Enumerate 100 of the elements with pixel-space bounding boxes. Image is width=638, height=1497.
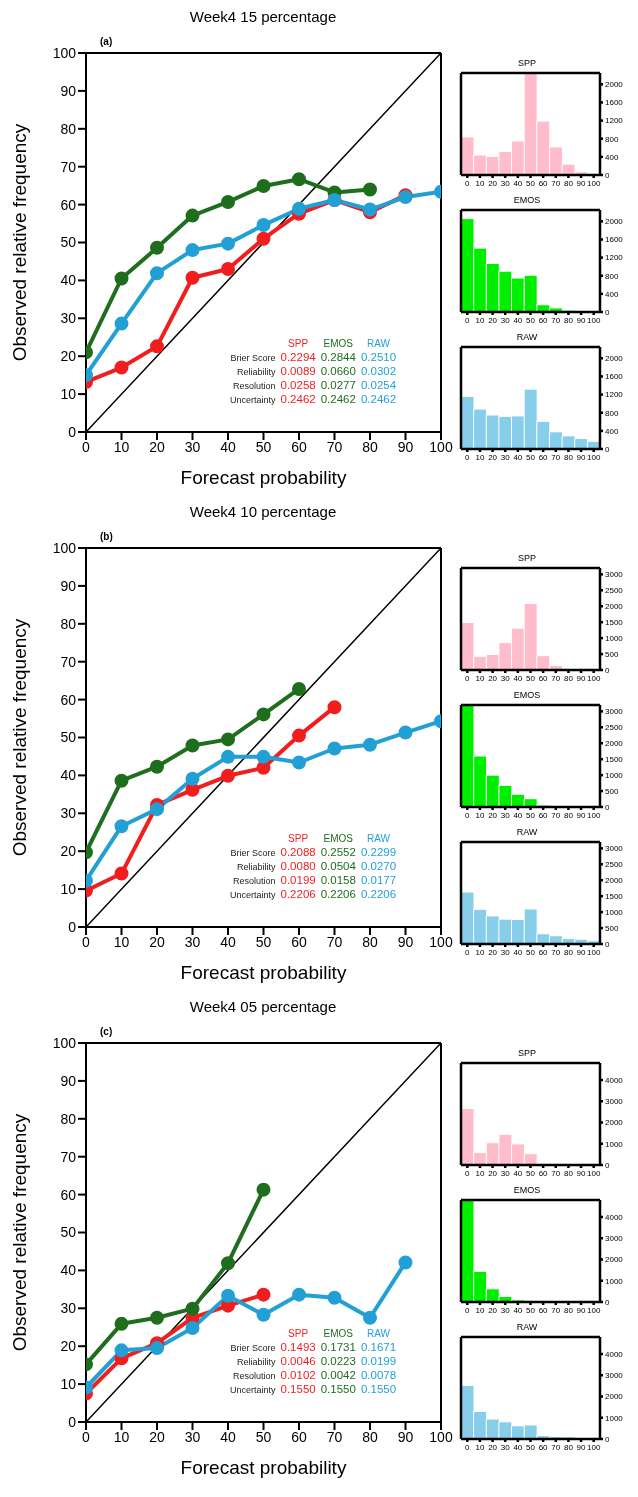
text: EMOS xyxy=(322,833,355,844)
x-tick-label: 50 xyxy=(526,1168,536,1178)
x-tick-label: 40 xyxy=(220,933,236,950)
y-tick-label: 1000 xyxy=(605,1139,624,1149)
y-tick-label: 50 xyxy=(60,1224,77,1241)
annotation: 0.0080 xyxy=(280,860,316,872)
y-tick-label: 2500 xyxy=(605,586,624,596)
y-tick-label: 0 xyxy=(68,1413,77,1430)
y-tick-label: 2000 xyxy=(605,739,624,749)
annotation: 0.2462 xyxy=(360,393,397,405)
chart-title: RAW xyxy=(515,1322,539,1334)
y-tick-label: 20 xyxy=(60,1338,77,1355)
annotation: 0.2462 xyxy=(280,393,316,405)
x-tick-label: 80 xyxy=(563,315,574,325)
y-tick-label: 90 xyxy=(60,1072,77,1089)
text: SPP xyxy=(287,338,310,349)
x-tick-label: 40 xyxy=(513,1168,523,1178)
x-tick-label: 100 xyxy=(587,1305,601,1315)
x-tick-label: 50 xyxy=(526,947,536,957)
x-tick-label: 40 xyxy=(513,810,523,820)
x-tick-label: 0 xyxy=(465,452,471,462)
x-tick-label: 10 xyxy=(475,810,485,820)
text: SPP xyxy=(287,833,310,844)
x-tick-label: 70 xyxy=(326,933,343,950)
annotation: 0.2088 xyxy=(280,846,316,858)
y-tick-label: 1000 xyxy=(605,633,624,643)
x-tick-label: 60 xyxy=(538,1305,549,1315)
annotation: 0.0177 xyxy=(360,874,397,886)
x-tick-label: 20 xyxy=(149,1428,165,1445)
x-tick-label: 0 xyxy=(465,315,471,325)
annotation: Uncertainty xyxy=(230,1385,276,1395)
chart-title: SPP xyxy=(517,58,537,70)
y-tick-label: 10 xyxy=(60,881,77,898)
annotation: Resolution xyxy=(232,876,276,886)
annotation: 0.0102 xyxy=(280,1369,316,1381)
x-tick-label: 100 xyxy=(429,1428,453,1445)
y-tick-label: 1000 xyxy=(605,1413,624,1423)
y-tick-label: 40 xyxy=(60,767,77,784)
x-tick-label: 10 xyxy=(475,1305,485,1315)
x-tick-label: 70 xyxy=(551,810,561,820)
x-tick-label: 20 xyxy=(488,452,498,462)
x-tick-label: 40 xyxy=(513,673,523,683)
chart-title: SPP xyxy=(517,553,537,565)
annotation: 0.2206 xyxy=(320,888,356,900)
y-tick-label: 1200 xyxy=(605,390,624,400)
x-tick-label: 40 xyxy=(513,1442,523,1452)
x-tick-label: 10 xyxy=(475,1442,485,1452)
x-tick-label: 10 xyxy=(475,452,485,462)
y-tick-label: 3000 xyxy=(605,570,624,580)
x-tick-label: 100 xyxy=(587,178,601,188)
x-tick-label: 50 xyxy=(526,1442,536,1452)
chart-title: RAW xyxy=(515,827,539,839)
y-tick-label: 90 xyxy=(60,577,77,594)
annotation: Reliability xyxy=(236,1357,276,1367)
y-tick-label: 20 xyxy=(60,843,77,860)
y-tick-label: 60 xyxy=(60,1186,77,1203)
text: RAW xyxy=(366,833,391,844)
x-tick-label: 90 xyxy=(397,1428,414,1445)
annotation: 0.2844 xyxy=(320,351,356,363)
x-tick-label: 30 xyxy=(184,1428,201,1445)
y-tick-label: 70 xyxy=(60,158,77,175)
annotation: 0.2294 xyxy=(280,351,316,363)
y-tick-label: 800 xyxy=(605,271,619,281)
x-tick-label: 0 xyxy=(82,933,91,950)
x-tick-label: 90 xyxy=(397,438,414,455)
annotation: 0.0258 xyxy=(280,379,316,391)
y-tick-label: 3000 xyxy=(605,1371,624,1381)
x-tick-label: 70 xyxy=(551,673,561,683)
y-tick-label: 0 xyxy=(605,802,610,812)
x-tick-label: 0 xyxy=(465,178,471,188)
x-tick-label: 30 xyxy=(500,1168,511,1178)
x-tick-label: 0 xyxy=(465,1442,471,1452)
x-tick-label: 80 xyxy=(563,673,574,683)
chart-title: SPP xyxy=(517,1048,537,1060)
x-tick-label: 100 xyxy=(587,1442,601,1452)
x-tick-label: 30 xyxy=(500,947,511,957)
x-tick-label: 30 xyxy=(184,933,201,950)
annotation: 0.0302 xyxy=(360,365,397,377)
text: RAW xyxy=(366,338,391,349)
x-tick-label: 60 xyxy=(291,933,307,950)
x-tick-label: 40 xyxy=(513,452,523,462)
x-tick-label: 0 xyxy=(465,673,471,683)
x-tick-label: 60 xyxy=(538,1168,549,1178)
x-tick-label: 40 xyxy=(513,1305,523,1315)
x-tick-label: 90 xyxy=(576,315,587,325)
y-tick-label: 10 xyxy=(60,1376,77,1393)
y-tick-label: 1500 xyxy=(605,755,624,765)
x-tick-label: 30 xyxy=(500,673,511,683)
x-tick-label: 90 xyxy=(576,1305,587,1315)
x-tick-label: 0 xyxy=(465,947,471,957)
chart-subtitle: (b) xyxy=(100,531,113,542)
y-tick-label: 20 xyxy=(60,348,77,365)
x-tick-label: 40 xyxy=(513,178,523,188)
x-tick-label: 70 xyxy=(551,1305,561,1315)
annotation: 0.1550 xyxy=(280,1383,316,1395)
annotation: 0.2206 xyxy=(360,888,397,900)
x-tick-label: 80 xyxy=(563,1168,574,1178)
x-tick-label: 100 xyxy=(587,673,601,683)
annotation: 0.1550 xyxy=(360,1383,397,1395)
x-tick-label: 30 xyxy=(500,178,511,188)
